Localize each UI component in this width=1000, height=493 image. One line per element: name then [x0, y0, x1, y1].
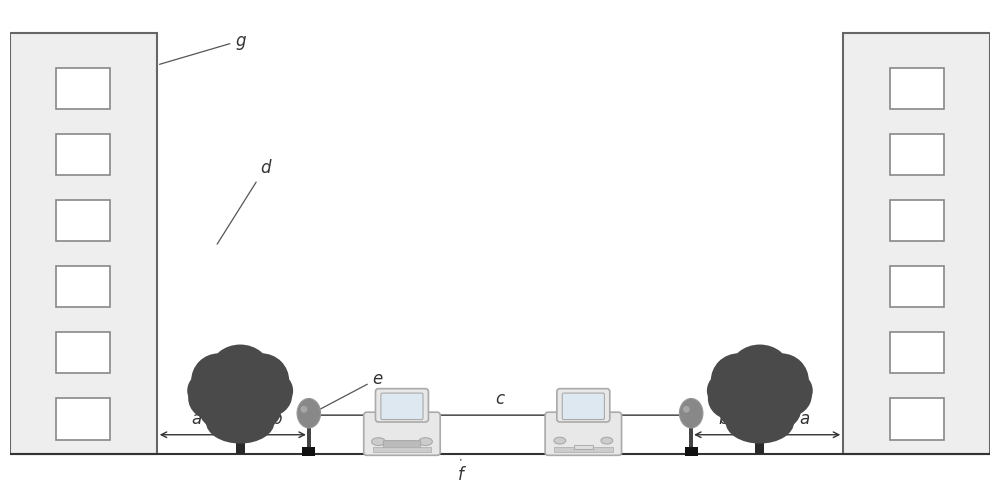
Ellipse shape [554, 437, 566, 444]
Ellipse shape [742, 388, 801, 432]
Bar [890, 398, 944, 440]
Bar [685, 447, 698, 457]
Ellipse shape [708, 377, 757, 420]
FancyBboxPatch shape [545, 412, 622, 456]
Ellipse shape [297, 398, 321, 428]
FancyBboxPatch shape [557, 388, 610, 422]
Bar [689, 417, 693, 447]
Ellipse shape [199, 356, 281, 425]
Text: a: a [799, 410, 809, 428]
Bar [843, 33, 990, 455]
Ellipse shape [679, 398, 703, 428]
FancyBboxPatch shape [381, 393, 423, 420]
Ellipse shape [754, 353, 809, 408]
Ellipse shape [243, 374, 292, 417]
Ellipse shape [234, 353, 289, 408]
Ellipse shape [719, 356, 801, 425]
Bar [890, 134, 944, 175]
Text: a: a [191, 410, 201, 428]
Text: d: d [217, 159, 270, 244]
Ellipse shape [683, 406, 690, 413]
Text: g: g [160, 32, 246, 64]
Bar [755, 395, 764, 455]
Ellipse shape [419, 438, 432, 446]
Bar [890, 200, 944, 241]
Ellipse shape [199, 388, 258, 432]
Ellipse shape [300, 406, 307, 413]
FancyBboxPatch shape [364, 412, 440, 456]
Text: b: b [718, 410, 729, 428]
Ellipse shape [719, 388, 777, 432]
Ellipse shape [191, 353, 246, 408]
Ellipse shape [711, 353, 766, 408]
Ellipse shape [763, 374, 812, 417]
Ellipse shape [211, 345, 270, 393]
Ellipse shape [206, 400, 274, 444]
Text: f: f [458, 459, 464, 484]
Bar [56, 398, 110, 440]
FancyBboxPatch shape [562, 393, 604, 420]
FancyBboxPatch shape [375, 388, 428, 422]
Bar [56, 332, 110, 374]
Bar [236, 395, 245, 455]
Bar [56, 134, 110, 175]
Bar [10, 33, 157, 455]
Text: c: c [495, 390, 505, 408]
Bar [574, 445, 593, 450]
Ellipse shape [250, 371, 293, 410]
Ellipse shape [730, 345, 789, 393]
Ellipse shape [187, 371, 230, 410]
Bar [56, 266, 110, 307]
Ellipse shape [707, 371, 750, 410]
Bar [56, 68, 110, 109]
Bar [890, 68, 944, 109]
Ellipse shape [372, 438, 385, 446]
Ellipse shape [223, 388, 281, 432]
Ellipse shape [188, 377, 237, 420]
Ellipse shape [601, 437, 613, 444]
Bar [890, 266, 944, 307]
Ellipse shape [726, 400, 794, 444]
FancyBboxPatch shape [383, 441, 421, 450]
Ellipse shape [770, 371, 813, 410]
Text: e: e [311, 370, 383, 414]
Bar [302, 447, 315, 457]
Bar [554, 448, 613, 453]
Bar [56, 200, 110, 241]
Bar [890, 332, 944, 374]
Text: b: b [271, 410, 282, 428]
Bar [373, 448, 431, 453]
Bar [307, 417, 311, 447]
